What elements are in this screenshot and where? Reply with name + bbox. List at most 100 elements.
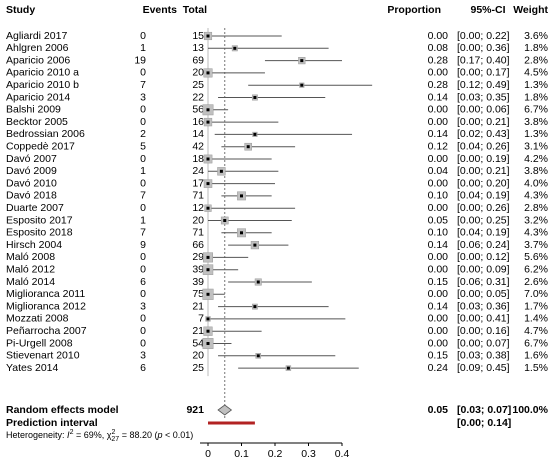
- point-estimate: [206, 71, 210, 75]
- ci: [0.00; 0.19]: [457, 153, 510, 165]
- weight: 3.8%: [524, 116, 548, 128]
- ci: [0.00; 0.17]: [457, 67, 510, 79]
- point-estimate: [206, 268, 210, 272]
- point-estimate: [206, 317, 210, 321]
- study-name: Aparicio 2006: [6, 54, 70, 66]
- total: 20: [192, 350, 204, 362]
- weight: 7.0%: [524, 288, 548, 300]
- weight: 4.3%: [524, 190, 548, 202]
- study-name: Mozzati 2008: [6, 313, 69, 325]
- ci: [0.04; 0.19]: [457, 227, 510, 239]
- study-name: Coppedè 2017: [6, 140, 75, 152]
- ci: [0.00; 0.05]: [457, 288, 510, 300]
- events: 0: [140, 251, 146, 263]
- total: 16: [192, 116, 204, 128]
- study-name: Ahlgren 2006: [6, 42, 69, 54]
- proportion: 0.05: [428, 214, 449, 226]
- proportion: 0.04: [428, 165, 449, 177]
- weight: 2.8%: [524, 54, 548, 66]
- point-estimate: [300, 59, 304, 63]
- total: 25: [192, 362, 204, 374]
- proportion: 0.00: [428, 325, 449, 337]
- proportion: 0.00: [428, 263, 449, 275]
- ci: [0.00; 0.25]: [457, 214, 510, 226]
- summary-weight: 100.0%: [512, 404, 548, 416]
- study-name: Davó 2010: [6, 177, 57, 189]
- total: 42: [192, 140, 204, 152]
- events: 6: [140, 362, 146, 374]
- proportion: 0.00: [428, 30, 449, 42]
- column-header: 95%-CI: [470, 4, 505, 16]
- total: 13: [192, 42, 204, 54]
- point-estimate: [219, 169, 223, 173]
- events: 0: [140, 288, 146, 300]
- study-name: Davó 2007: [6, 153, 57, 165]
- total: 66: [192, 239, 204, 251]
- events: 2: [140, 128, 146, 140]
- total: 71: [192, 190, 204, 202]
- total: 7: [198, 313, 204, 325]
- events: 0: [140, 263, 146, 275]
- ci: [0.12; 0.49]: [457, 79, 510, 91]
- study-name: Maló 2008: [6, 251, 55, 263]
- study-name: Esposito 2018: [6, 227, 73, 239]
- weight: 1.5%: [524, 362, 548, 374]
- proportion: 0.10: [428, 190, 449, 202]
- proportion: 0.14: [428, 91, 449, 103]
- total: 17: [192, 177, 204, 189]
- events: 7: [140, 190, 146, 202]
- study-name: Miglioranca 2011: [6, 288, 85, 300]
- events: 9: [140, 239, 146, 251]
- ci: [0.00; 0.07]: [457, 337, 510, 349]
- total: 12: [192, 202, 204, 214]
- point-estimate: [233, 46, 237, 50]
- summary-name: Random effects model: [6, 404, 119, 416]
- proportion: 0.24: [428, 362, 449, 374]
- events: 1: [140, 214, 146, 226]
- weight: 1.8%: [524, 91, 548, 103]
- point-estimate: [206, 255, 210, 259]
- events: 0: [140, 177, 146, 189]
- x-tick-label: 0.1: [234, 448, 249, 460]
- weight: 1.4%: [524, 313, 548, 325]
- point-estimate: [206, 292, 210, 296]
- proportion: 0.28: [428, 79, 449, 91]
- point-estimate: [223, 219, 227, 222]
- study-name: Bedrossian 2006: [6, 128, 85, 140]
- x-tick-label: 0.2: [268, 448, 283, 460]
- proportion: 0.00: [428, 104, 449, 116]
- events: 3: [140, 350, 146, 362]
- ci: [0.00; 0.20]: [457, 177, 510, 189]
- ci: [0.03; 0.38]: [457, 350, 510, 362]
- study-name: Miglioranca 2012: [6, 300, 86, 312]
- total: 54: [192, 337, 204, 349]
- proportion: 0.28: [428, 54, 449, 66]
- ci: [0.06; 0.24]: [457, 239, 510, 251]
- proportion: 0.10: [428, 227, 449, 239]
- total: 71: [192, 227, 204, 239]
- study-name: Aparicio 2010 b: [6, 79, 79, 91]
- weight: 1.7%: [524, 300, 548, 312]
- ci: [0.02; 0.43]: [457, 128, 510, 140]
- weight: 3.1%: [524, 140, 548, 152]
- ci: [0.00; 0.21]: [457, 165, 510, 177]
- summary-diamond: [217, 404, 233, 416]
- total: 75: [192, 288, 204, 300]
- ci: [0.00; 0.16]: [457, 325, 510, 337]
- proportion: 0.08: [428, 42, 449, 54]
- events: 7: [140, 79, 146, 91]
- point-estimate: [206, 108, 210, 112]
- point-estimate: [206, 157, 210, 161]
- total: 22: [192, 91, 204, 103]
- proportion: 0.00: [428, 337, 449, 349]
- proportion: 0.00: [428, 251, 449, 263]
- study-name: Pi-Urgell 2008: [6, 337, 73, 349]
- weight: 3.2%: [524, 214, 548, 226]
- heterogeneity: Heterogeneity: I2 = 69%, χ2 27 = 88.20 (p…: [6, 429, 193, 443]
- weight: 4.7%: [524, 325, 548, 337]
- ci: [0.04; 0.26]: [457, 140, 510, 152]
- events: 1: [140, 42, 146, 54]
- weight: 3.7%: [524, 239, 548, 251]
- proportion: 0.15: [428, 276, 449, 288]
